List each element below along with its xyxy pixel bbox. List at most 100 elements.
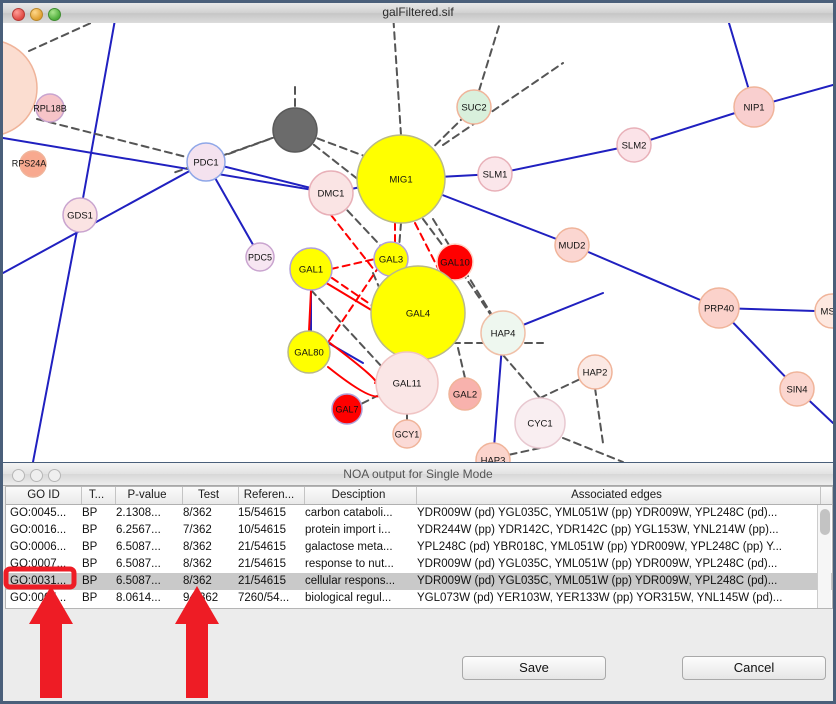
- table-row[interactable]: GO:0007... BP 6.5087... 8/362 21/54615 respon…: [6, 556, 832, 573]
- maximize-window-icon[interactable]: [48, 8, 61, 21]
- column-header-desciption[interactable]: Desciption: [301, 487, 417, 504]
- n-gal11[interactable]: GAL11: [375, 351, 439, 415]
- n-gal4[interactable]: GAL4: [370, 265, 466, 361]
- column-header-referen[interactable]: Referen...: [234, 487, 305, 504]
- cell-p-value: 1.3324...: [116, 607, 176, 608]
- dialog-button-row: Save Cancel: [3, 656, 833, 682]
- n-pdc1[interactable]: PDC1: [186, 142, 226, 182]
- n-rps24a-label: RPS24A: [12, 159, 47, 169]
- n-gcy1-label: GCY1: [395, 430, 420, 440]
- cell-test: 8/362: [183, 575, 212, 587]
- n-slm2-label: SLM2: [622, 141, 647, 152]
- cell-description: protein import i...: [305, 524, 391, 536]
- cell-p-value: 8.0614...: [116, 592, 161, 604]
- table-row[interactable]: GO:0031... BP 1.3324... 11/362 105/546... res…: [6, 607, 832, 608]
- n-nip1-label: NIP1: [743, 103, 764, 114]
- n-rpl40[interactable]: [3, 40, 38, 136]
- n-gray[interactable]: [272, 107, 318, 153]
- cell-edges: YDR244W (pp) YDR142C, YDR142C (pp) YGL15…: [417, 524, 779, 536]
- n-hap2[interactable]: HAP2: [577, 354, 613, 390]
- noa-window-title: NOA output for Single Mode: [343, 467, 493, 481]
- n-gds1[interactable]: GDS1: [62, 197, 98, 233]
- cell-go-id: GO:0031...: [10, 575, 67, 587]
- cell-go-id: GO:0031...: [10, 607, 78, 608]
- n-hap3-label: HAP3: [481, 456, 506, 463]
- cancel-button[interactable]: Cancel: [682, 656, 826, 680]
- n-sin4-label: SIN4: [786, 385, 807, 396]
- n-msi-label: MSI: [821, 307, 833, 318]
- minimize-window-icon[interactable]: [30, 8, 43, 21]
- table-row[interactable]: GO:0045... BP 2.1308... 8/362 15/54615 carbon…: [6, 505, 832, 522]
- noa-close-icon[interactable]: [12, 469, 25, 482]
- n-cyc1[interactable]: CYC1: [514, 397, 566, 449]
- n-hap3[interactable]: HAP3: [475, 442, 511, 463]
- column-header-t[interactable]: T...: [78, 487, 116, 504]
- n-mud2[interactable]: MUD2: [554, 227, 590, 263]
- n-mig1[interactable]: MIG1: [356, 134, 446, 224]
- scrollbar-thumb[interactable]: [820, 509, 830, 535]
- n-slm2[interactable]: SLM2: [616, 127, 652, 163]
- cell-edges: YPL248C (pd) YBR018C, YML051W (pp) YDR00…: [417, 541, 783, 553]
- table-row[interactable]: GO:0065... BP 8.0614... 94/362 7260/54... bio…: [6, 590, 832, 607]
- n-rps24a[interactable]: RPS24A: [12, 150, 47, 178]
- column-header-associated-edges[interactable]: Associated edges: [413, 487, 821, 504]
- table-vertical-scrollbar[interactable]: [817, 505, 831, 608]
- cell-test: 8/362: [183, 541, 212, 553]
- n-msi[interactable]: MSI: [814, 293, 833, 329]
- n-prp40[interactable]: PRP40: [698, 287, 740, 329]
- results-table[interactable]: GO ID T... P-value Test Referen... Desciption…: [5, 486, 833, 609]
- n-mig1-label: MIG1: [389, 175, 412, 186]
- cell-edges: YDR009W (pd) YGL035C, YML051W (pp) YDR00…: [417, 575, 778, 587]
- table-row[interactable]: GO:0006... BP 6.5087... 8/362 21/54615 galact…: [6, 539, 832, 556]
- network-graph-canvas[interactable]: RPL18B RPS24A GDS1 PDC1 PDC5 DMC1 MIG1 SUC2 SLM1…: [3, 23, 833, 462]
- cell-go-id: GO:0006...: [10, 541, 67, 553]
- n-gal10[interactable]: GAL10: [436, 243, 474, 281]
- column-header-p-value[interactable]: P-value: [112, 487, 183, 504]
- cell-type: BP: [82, 524, 98, 536]
- n-gal1-label: GAL1: [299, 265, 323, 276]
- cell-p-value: 6.5087...: [116, 575, 161, 587]
- table-row[interactable]: GO:0016... BP 6.2567... 7/362 10/54615 protei…: [6, 522, 832, 539]
- cytoscape-titlebar[interactable]: galFiltered.sif: [3, 3, 833, 24]
- n-slm1[interactable]: SLM1: [477, 156, 513, 192]
- n-dmc1[interactable]: DMC1: [308, 170, 354, 216]
- n-cyc1-label: CYC1: [527, 419, 552, 430]
- n-dmc1-label: DMC1: [318, 189, 345, 200]
- cell-edges: YFR034C (pd) YBR093C, YDR009W (pd) YGL03…: [417, 607, 815, 608]
- save-button[interactable]: Save: [462, 656, 606, 680]
- n-pdc5[interactable]: PDC5: [245, 242, 275, 272]
- cell-edges: YDR009W (pd) YGL035C, YML051W (pp) YDR00…: [417, 558, 778, 570]
- column-header-go-id[interactable]: GO ID: [6, 487, 82, 504]
- cell-go-id: GO:0016...: [10, 524, 67, 536]
- n-hap2-label: HAP2: [583, 368, 608, 379]
- n-pdc1-label: PDC1: [193, 158, 218, 169]
- cell-reference: 21/54615: [238, 541, 286, 553]
- noa-output-window: NOA output for Single Mode GO ID T... P-va…: [0, 462, 836, 704]
- n-gal80[interactable]: GAL80: [287, 330, 331, 374]
- noa-minimize-icon[interactable]: [30, 469, 43, 482]
- n-prp40-label: PRP40: [704, 304, 734, 315]
- n-gal7[interactable]: GAL7: [331, 393, 363, 425]
- noa-titlebar[interactable]: NOA output for Single Mode: [3, 463, 833, 486]
- nodes-layer[interactable]: RPL18B RPS24A GDS1 PDC1 PDC5 DMC1 MIG1 SUC2 SLM1…: [3, 40, 833, 462]
- n-suc2-label: SUC2: [461, 103, 486, 114]
- cell-reference: 105/546...: [238, 607, 298, 608]
- close-window-icon[interactable]: [12, 8, 25, 21]
- table-row[interactable]: GO:0031... BP 6.5087... 8/362 21/54615 cellul…: [6, 573, 832, 590]
- n-rpl18b[interactable]: RPL18B: [33, 93, 67, 123]
- n-gal2[interactable]: GAL2: [448, 377, 482, 411]
- n-gal1[interactable]: GAL1: [289, 247, 333, 291]
- cell-test: 94/362: [183, 592, 219, 604]
- n-gcy1[interactable]: GCY1: [392, 419, 422, 449]
- noa-maximize-icon[interactable]: [48, 469, 61, 482]
- column-header-test[interactable]: Test: [179, 487, 239, 504]
- cell-type: BP: [82, 607, 108, 608]
- n-gal7-label: GAL7: [335, 405, 358, 415]
- table-body[interactable]: GO:0045... BP 2.1308... 8/362 15/54615 carbon…: [6, 505, 832, 608]
- n-nip1[interactable]: NIP1: [733, 86, 775, 128]
- n-sin4[interactable]: SIN4: [779, 371, 815, 407]
- cell-type: BP: [82, 558, 98, 570]
- n-hap4[interactable]: HAP4: [480, 310, 526, 356]
- n-suc2[interactable]: SUC2: [456, 89, 492, 125]
